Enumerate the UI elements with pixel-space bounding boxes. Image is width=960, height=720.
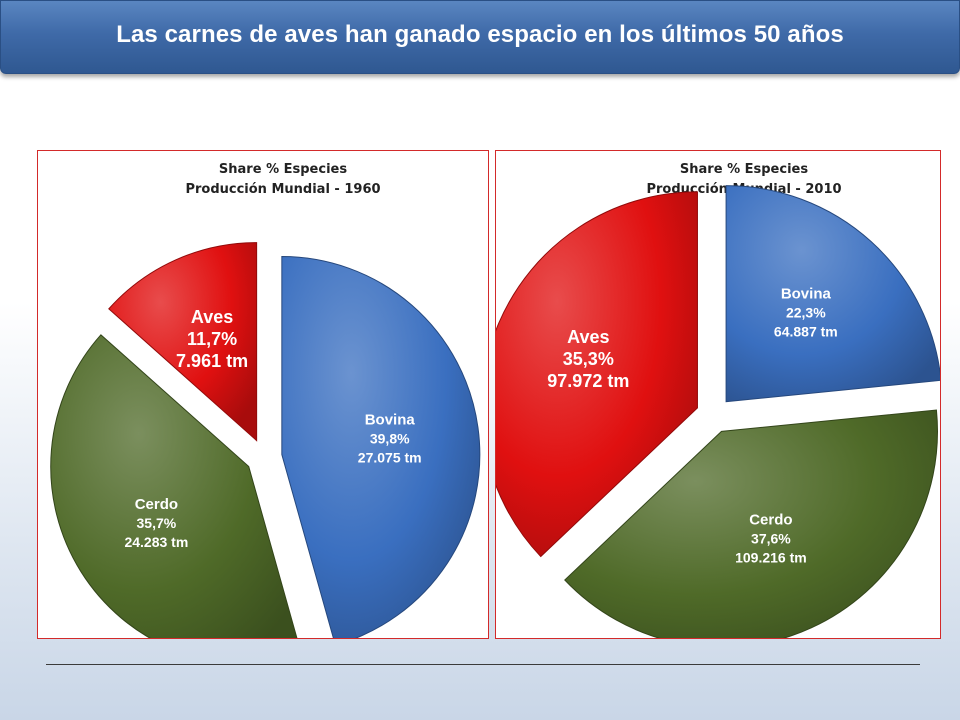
slice-label-aves-amount: 97.972 tm bbox=[547, 371, 629, 391]
slice-label-bovina-name: Bovina bbox=[365, 412, 416, 429]
chart-1960: Share % Especies Producción Mundial - 19… bbox=[50, 162, 481, 638]
pie-slice-cerdo bbox=[50, 334, 298, 638]
slice-label-bovina-percent: 22,3% bbox=[786, 305, 826, 321]
pie-slice-bovina bbox=[725, 185, 940, 403]
chart-2010-title: Share % Especies bbox=[680, 162, 808, 177]
pie-slice-aves bbox=[108, 242, 258, 442]
page-title: Las carnes de aves han ganado espacio en… bbox=[116, 21, 844, 48]
slice-label-aves-name: Aves bbox=[191, 307, 233, 327]
slice-label-cerdo-name: Cerdo bbox=[135, 496, 178, 513]
slice-label-bovina-amount: 27.075 tm bbox=[358, 450, 422, 466]
chart-1960-title: Share % Especies bbox=[219, 162, 347, 177]
slice-label-cerdo-name: Cerdo bbox=[749, 511, 792, 528]
pie-slice-cerdo bbox=[564, 409, 938, 638]
slice-label-aves-percent: 35,3% bbox=[563, 349, 614, 369]
title-banner: Las carnes de aves han ganado espacio en… bbox=[0, 0, 960, 74]
slice-label-cerdo-percent: 37,6% bbox=[751, 530, 791, 546]
chart-2010-panel: Share % Especies Producción Mundial - 20… bbox=[495, 150, 941, 639]
pie-slice-bovina bbox=[281, 256, 481, 638]
slice-label-cerdo-amount: 24.283 tm bbox=[124, 534, 188, 550]
chart-1960-subtitle: Producción Mundial - 1960 bbox=[185, 182, 380, 197]
slice-label-bovina-amount: 64.887 tm bbox=[774, 324, 838, 340]
slice-label-aves-name: Aves bbox=[567, 327, 609, 347]
slice-label-aves-percent: 11,7% bbox=[187, 329, 237, 349]
pie-slice-aves bbox=[496, 191, 698, 558]
divider-line bbox=[46, 664, 920, 665]
slice-label-aves-amount: 7.961 tm bbox=[176, 351, 248, 371]
chart-2010: Share % Especies Producción Mundial - 20… bbox=[496, 162, 940, 638]
chart-1960-panel: Share % Especies Producción Mundial - 19… bbox=[37, 150, 489, 639]
slice-label-bovina-name: Bovina bbox=[781, 286, 832, 303]
slice-label-bovina-percent: 39,8% bbox=[370, 431, 410, 447]
slice-label-cerdo-amount: 109.216 tm bbox=[735, 549, 807, 565]
slice-label-cerdo-percent: 35,7% bbox=[137, 515, 177, 531]
